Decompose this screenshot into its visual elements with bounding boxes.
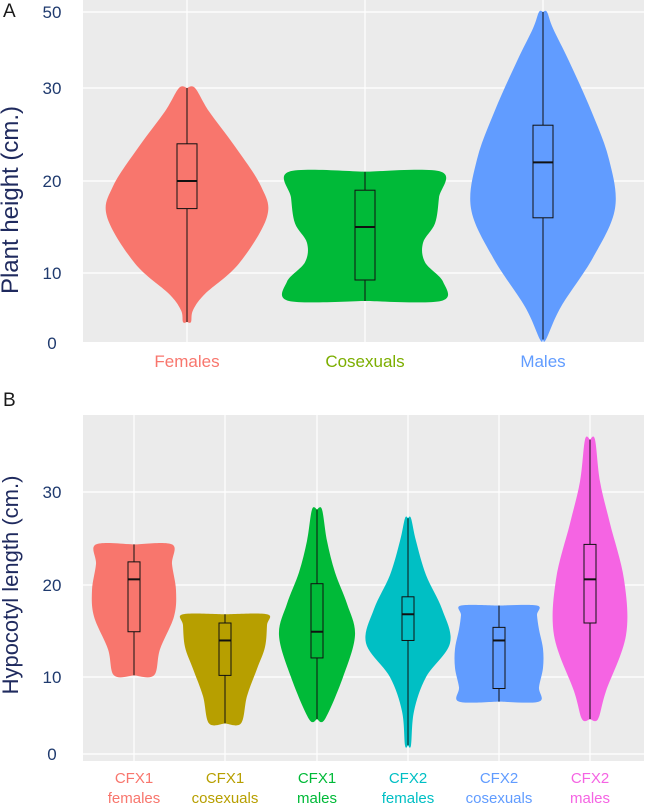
category-label: cosexuals [192,790,259,806]
y-tick-label: 0 [47,334,56,353]
box [401,596,415,641]
box [583,543,597,624]
box [310,583,324,659]
y-tick-label: 10 [43,668,62,687]
panel-a-ylabel: Plant height (cm.) [0,106,24,294]
category-label: CFX2 [389,770,427,787]
panel-b-categories: CFX1 females CFX1 cosexuals CFX1 males CFX2 fem… [108,770,610,806]
category-label: CFX1 [206,770,244,787]
box [218,622,232,676]
y-tick-label: 30 [43,79,62,98]
box [176,143,198,210]
panel-b: B Hypocotyl length (cm.) 0 10 20 30 CFX1 fem… [0,390,644,806]
panel-b-tag: B [3,390,16,411]
panel-a-violins [105,10,616,342]
category-label: Males [520,352,565,371]
panel-b-violins [91,436,628,748]
category-label: Cosexuals [325,352,404,371]
box [127,561,141,633]
box [532,124,554,219]
y-tick-label: 10 [43,264,62,283]
panel-a: A Plant height (cm.) 0 10 20 30 50 Females Co… [0,0,644,371]
y-tick-label: 50 [43,3,62,22]
category-label: cosexuals [466,790,533,806]
panel-a-yticks: 0 10 20 30 50 [43,3,62,353]
panel-a-tag: A [3,1,16,22]
y-tick-label: 20 [43,172,62,191]
panel-b-ylabel: Hypocotyl length (cm.) [0,476,23,695]
category-label: males [297,790,337,806]
category-label: CFX1 [115,770,153,787]
box [354,189,376,281]
y-tick-label: 30 [43,483,62,502]
y-tick-label: 0 [47,745,56,764]
category-label: males [570,790,610,806]
category-label: CFX2 [480,770,518,787]
category-label: Females [154,352,219,371]
box [492,626,506,689]
category-label: females [108,790,161,806]
category-label: females [382,790,435,806]
panel-a-categories: Females Cosexuals Males [154,352,565,371]
y-tick-label: 20 [43,576,62,595]
panel-b-plot-bg [83,415,644,761]
panel-b-yticks: 0 10 20 30 [43,483,62,764]
category-label: CFX1 [298,770,336,787]
category-label: CFX2 [571,770,609,787]
